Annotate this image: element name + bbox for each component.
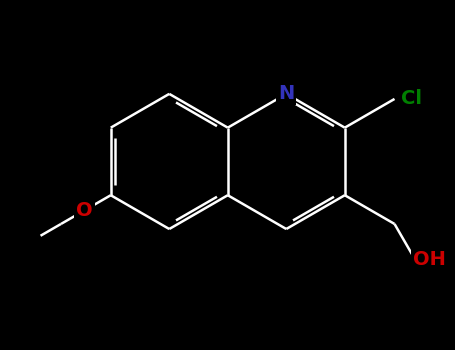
- Text: O: O: [76, 201, 93, 220]
- Text: OH: OH: [413, 250, 446, 269]
- Text: N: N: [278, 84, 294, 103]
- Text: Cl: Cl: [401, 90, 422, 108]
